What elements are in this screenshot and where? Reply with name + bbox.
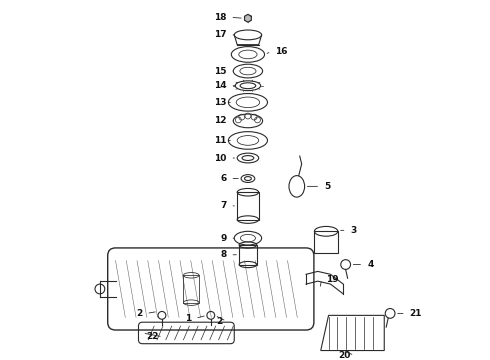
Text: 8: 8 <box>220 250 226 259</box>
Text: 18: 18 <box>214 13 226 22</box>
Bar <box>183 275 199 303</box>
Text: 21: 21 <box>410 309 422 318</box>
Text: 12: 12 <box>214 116 226 125</box>
Text: 1: 1 <box>185 314 191 323</box>
Text: 11: 11 <box>214 136 226 145</box>
Text: 9: 9 <box>220 234 226 243</box>
Text: 2: 2 <box>136 309 143 318</box>
Text: 3: 3 <box>350 226 357 235</box>
Text: 16: 16 <box>275 47 288 56</box>
Text: 6: 6 <box>220 174 226 183</box>
Text: 19: 19 <box>326 275 338 284</box>
Text: 10: 10 <box>214 153 226 162</box>
Text: 13: 13 <box>214 98 226 107</box>
Text: 15: 15 <box>214 67 226 76</box>
Text: 22: 22 <box>147 332 159 341</box>
Bar <box>237 192 259 220</box>
Bar <box>315 231 338 253</box>
Text: 4: 4 <box>367 260 373 269</box>
Bar <box>239 245 257 265</box>
Text: 14: 14 <box>214 81 226 90</box>
Text: 7: 7 <box>220 201 226 210</box>
Text: 20: 20 <box>338 351 350 360</box>
Text: 17: 17 <box>214 30 226 39</box>
Polygon shape <box>245 14 251 22</box>
Text: 5: 5 <box>324 182 330 191</box>
Text: 2: 2 <box>216 317 222 326</box>
